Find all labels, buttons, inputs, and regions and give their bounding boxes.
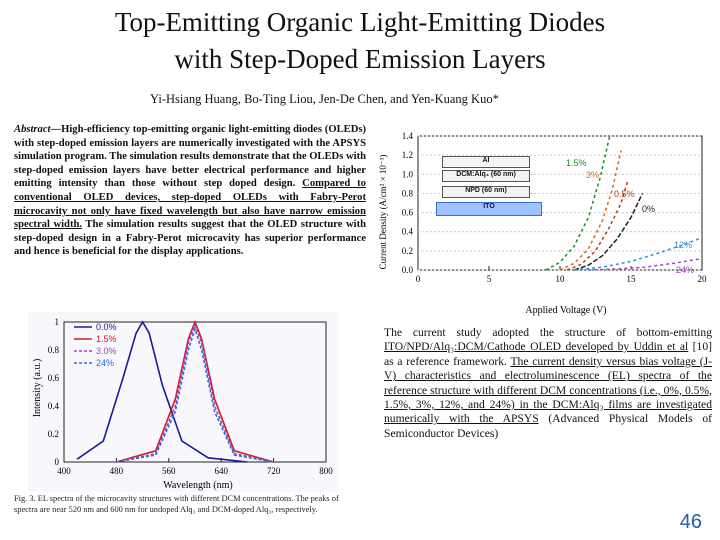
series-line-00 [76, 320, 248, 463]
legend-label: 1.5% [96, 334, 117, 344]
study-underlined-2: The current density versus bias voltage … [384, 354, 712, 426]
jv-chart-svg: Current Density (A/cm² × 10⁻³) Applied V… [378, 131, 708, 316]
jv-chart: Current Density (A/cm² × 10⁻³) Applied V… [374, 124, 714, 320]
x-tick-label: 5 [487, 274, 492, 284]
series-line-3 [559, 150, 622, 271]
y-tick-label: 0.8 [48, 345, 60, 355]
el-spectra-chart: Intensity (a.u.) Wavelength (nm) 400 480 5… [28, 312, 338, 492]
series-label: 3% [586, 170, 599, 180]
layer-al: Al [442, 156, 530, 168]
x-tick-label: 20 [698, 274, 708, 284]
study-paragraph: The current study adopted the structure … [384, 326, 712, 441]
page-number: 46 [679, 511, 702, 533]
series-line-15 [116, 319, 274, 463]
y-tick-label: 1.0 [402, 169, 414, 179]
study-text-1: The current study adopted the structure … [384, 326, 712, 339]
y-tick-label: 0.8 [402, 188, 414, 198]
series-label: 0.5% [614, 189, 635, 199]
series-label: 12% [674, 240, 692, 250]
x-tick-label: 800 [319, 466, 333, 476]
abstract: Abstract—High-efficiency top-emitting or… [14, 123, 366, 259]
series-label: 0% [642, 204, 655, 214]
layer-npd: NPD (60 nm) [442, 186, 530, 198]
study-underlined-1: ITO/NPD/Alq₃:DCM/Cathode OLED developed … [384, 340, 689, 354]
jv-y-axis-label: Current Density (A/cm² × 10⁻³) [378, 155, 388, 270]
x-tick-label: 15 [627, 274, 637, 284]
paper-title-line-1: Top-Emitting Organic Light-Emitting Diod… [114, 7, 606, 37]
study-text-3: (Advanced Physical Models of Semiconduct… [384, 412, 712, 440]
paper-title-line-2: with Step-Doped Emission Layers [174, 44, 546, 74]
series-line-0 [573, 193, 644, 271]
x-tick-label: 480 [110, 466, 124, 476]
y-tick-label: 1.2 [402, 150, 413, 160]
legend-label: 24% [96, 358, 114, 368]
abstract-text-1: —High-efficiency top-emitting organic li… [14, 124, 366, 190]
series-line-24 [588, 257, 703, 271]
y-tick-label: 1.4 [402, 131, 414, 141]
legend-label: 0.0% [96, 322, 117, 332]
y-tick-label: 0.4 [402, 227, 414, 237]
layer-dcm: DCM:Alq₃ (60 nm) [442, 170, 530, 182]
author-list: Yi-Hsiang Huang, Bo-Ting Liou, Jen-De Ch… [150, 92, 499, 106]
y-tick-label: 0.6 [48, 373, 60, 383]
series-line-15 [545, 135, 611, 271]
el-chart-svg: Intensity (a.u.) Wavelength (nm) 400 480 5… [28, 312, 338, 492]
x-tick-label: 10 [556, 274, 566, 284]
device-stack: Al DCM:Alq₃ (60 nm) NPD (60 nm) ITO [436, 152, 548, 220]
y-tick-label: 0 [55, 457, 60, 467]
y-tick-label: 0.2 [402, 246, 413, 256]
el-y-axis-label: Intensity (a.u.) [32, 359, 43, 418]
x-tick-label: 0 [416, 274, 421, 284]
el-x-axis-label: Wavelength (nm) [163, 480, 232, 491]
jv-x-axis-label: Applied Voltage (V) [525, 305, 606, 316]
y-tick-label: 0.4 [48, 401, 60, 411]
series-line-05 [566, 178, 629, 271]
abstract-lead: Abstract [14, 124, 51, 135]
legend-label: 3.0% [96, 346, 117, 356]
series-line-12 [574, 236, 703, 271]
series-line-30 [116, 322, 274, 463]
y-tick-label: 1 [55, 317, 60, 327]
series-line-24 [116, 326, 274, 463]
study-text-2: [10] as a reference framework. [384, 340, 712, 368]
series-label: 1.5% [566, 158, 587, 168]
x-tick-label: 640 [214, 466, 228, 476]
layer-ito: ITO [436, 202, 542, 216]
y-tick-label: 0.0 [402, 265, 414, 275]
y-tick-label: 0.6 [402, 208, 414, 218]
series-label: 24% [676, 265, 694, 275]
x-tick-label: 400 [57, 466, 71, 476]
figure-caption: Fig. 3. EL spectra of the microcavity st… [14, 494, 339, 514]
abstract-text-2: The simulation results suggest that the … [14, 219, 367, 258]
y-tick-label: 0.2 [48, 429, 59, 439]
abstract-underlined: Compared to conventional OLED devices, s… [14, 178, 366, 231]
x-tick-label: 720 [267, 466, 281, 476]
x-tick-label: 560 [162, 466, 176, 476]
